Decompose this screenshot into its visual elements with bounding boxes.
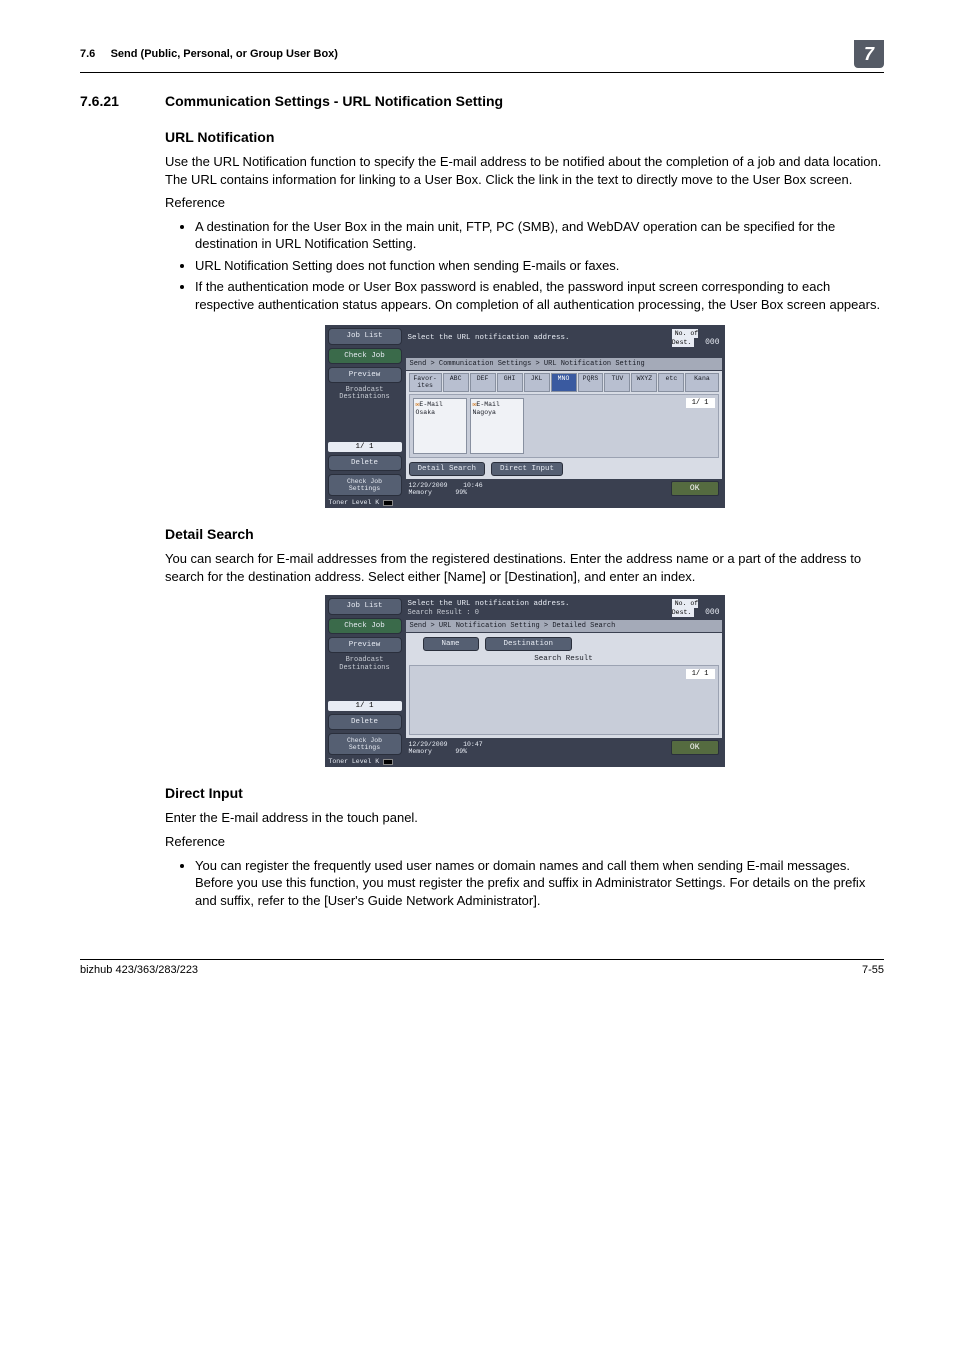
dev2-search-result-label: Search Result <box>409 653 719 663</box>
dev2-status-left: 12/29/2009 10:47 Memory 99% <box>409 741 483 755</box>
reference-list-1: A destination for the User Box in the ma… <box>165 218 884 314</box>
dev2-memory-label: Memory <box>409 748 432 755</box>
toner-level-icon <box>383 500 393 506</box>
dev1-sidebar: Job List Check Job Preview Broadcast Des… <box>326 326 404 498</box>
dev2-preview-button[interactable]: Preview <box>328 637 402 653</box>
dev1-card2-kind: E-Mail <box>476 401 499 408</box>
device-screenshot-2: Job List Check Job Preview Broadcast Des… <box>325 595 725 767</box>
dev1-tab-abc[interactable]: ABC <box>443 373 469 392</box>
dev1-card-nagoya[interactable]: ✉E-Mail Nagoya <box>470 398 524 454</box>
dev1-side-pager: 1/ 1 <box>328 442 402 452</box>
page-header: 7.6 Send (Public, Personal, or Group Use… <box>80 40 884 73</box>
dev2-toner-label: Toner Level K <box>329 758 380 765</box>
dev1-check-settings-button[interactable]: Check Job Settings <box>328 474 402 496</box>
chapter-badge: 7 <box>854 40 884 68</box>
dev1-date: 12/29/2009 <box>409 482 448 489</box>
dev1-toner-label: Toner Level K <box>329 499 380 506</box>
dev1-job-list-button[interactable]: Job List <box>328 328 402 344</box>
dev1-check-job-button[interactable]: Check Job <box>328 348 402 364</box>
detail-search-heading: Detail Search <box>165 526 884 542</box>
footer-right: 7-55 <box>862 964 884 976</box>
ref1-bullet-1: A destination for the User Box in the ma… <box>195 218 884 253</box>
dev1-delete-button[interactable]: Delete <box>328 455 402 471</box>
dev1-tab-jkl[interactable]: JKL <box>524 373 550 392</box>
section-title: Communication Settings - URL Notificatio… <box>165 93 503 109</box>
dev2-job-list-button[interactable]: Job List <box>328 598 402 614</box>
dev1-body-pager: 1/ 1 <box>686 398 715 408</box>
dev2-dest-count-label: No. of Dest. <box>672 599 698 617</box>
dev2-result-area: 1/ 1 <box>409 665 719 735</box>
dev2-breadcrumb: Send > URL Notification Setting > Detail… <box>406 620 722 632</box>
url-notification-para: Use the URL Notification function to spe… <box>165 153 884 188</box>
dev1-tab-mno[interactable]: MNO <box>551 373 577 392</box>
device-screenshot-1: Job List Check Job Preview Broadcast Des… <box>325 325 725 508</box>
section-number: 7.6.21 <box>80 93 165 109</box>
dev1-preview-button[interactable]: Preview <box>328 367 402 383</box>
reference-label-2: Reference <box>165 833 884 851</box>
dev2-memory-value: 99% <box>455 748 467 755</box>
dev1-detail-search-button[interactable]: Detail Search <box>409 462 486 476</box>
dev1-tab-pqrs[interactable]: PQRS <box>578 373 604 392</box>
ref2-bullet-1: You can register the frequently used use… <box>195 857 884 910</box>
direct-input-heading: Direct Input <box>165 785 884 801</box>
dev1-ok-button[interactable]: OK <box>671 481 719 496</box>
reference-label-1: Reference <box>165 194 884 212</box>
dev1-memory-value: 99% <box>455 489 467 496</box>
section-heading-row: 7.6.21 Communication Settings - URL Noti… <box>80 93 884 109</box>
dev1-tab-wxyz[interactable]: WXYZ <box>631 373 657 392</box>
dev2-check-job-button[interactable]: Check Job <box>328 618 402 634</box>
dev1-broadcast-label: Broadcast Destinations <box>328 386 402 403</box>
direct-input-para: Enter the E-mail address in the touch pa… <box>165 809 884 827</box>
dev2-name-button[interactable]: Name <box>423 637 479 651</box>
dev1-main: Select the URL notification address. No.… <box>404 326 724 498</box>
ref1-bullet-3: If the authentication mode or User Box p… <box>195 278 884 313</box>
dev1-tab-ghi[interactable]: GHI <box>497 373 523 392</box>
dev2-ok-button[interactable]: OK <box>671 740 719 755</box>
dev1-dest-count-label: No. of Dest. <box>672 329 698 347</box>
dev2-body-pager: 1/ 1 <box>686 669 715 679</box>
footer-left: bizhub 423/363/283/223 <box>80 964 198 976</box>
dev2-date: 12/29/2009 <box>409 741 448 748</box>
dev1-tab-favorites[interactable]: Favor- ites <box>409 373 442 392</box>
dev1-tabs: Favor- ites ABC DEF GHI JKL MNO PQRS TUV… <box>409 373 719 392</box>
header-left: 7.6 Send (Public, Personal, or Group Use… <box>80 48 338 60</box>
header-section-title: Send (Public, Personal, or Group User Bo… <box>111 48 338 60</box>
dev1-top-message: Select the URL notification address. <box>408 334 570 342</box>
dev1-direct-input-button[interactable]: Direct Input <box>491 462 563 476</box>
header-section-num: 7.6 <box>80 48 95 60</box>
dev1-memory-label: Memory <box>409 489 432 496</box>
dev1-card2-name: Nagoya <box>473 409 496 416</box>
dev2-dest-count-value: 000 <box>705 608 719 617</box>
dev2-delete-button[interactable]: Delete <box>328 714 402 730</box>
dev2-main: Select the URL notification address. Sea… <box>404 596 724 757</box>
dev1-breadcrumb: Send > Communication Settings > URL Noti… <box>406 358 722 370</box>
toner-level-icon <box>383 759 393 765</box>
dev2-top-block: Select the URL notification address. Sea… <box>408 599 570 617</box>
dev2-search-result-count: Search Result : 0 <box>408 609 479 617</box>
url-notification-heading: URL Notification <box>165 129 884 145</box>
dev1-tab-tuv[interactable]: TUV <box>604 373 630 392</box>
dev1-status-left: 12/29/2009 10:46 Memory 99% <box>409 482 483 496</box>
dev2-side-pager: 1/ 1 <box>328 701 402 711</box>
dev1-tab-etc[interactable]: etc <box>658 373 684 392</box>
dev2-broadcast-label: Broadcast Destinations <box>328 656 402 673</box>
detail-search-para: You can search for E-mail addresses from… <box>165 550 884 585</box>
dev2-check-settings-button[interactable]: Check Job Settings <box>328 733 402 755</box>
dev1-dest-count-value: 000 <box>705 338 719 347</box>
dev1-tab-def[interactable]: DEF <box>470 373 496 392</box>
dev1-time: 10:46 <box>463 482 483 489</box>
dev1-result-area: ✉E-Mail Osaka ✉E-Mail Nagoya 1/ 1 <box>409 394 719 458</box>
dev2-sidebar: Job List Check Job Preview Broadcast Des… <box>326 596 404 757</box>
dev1-card-osaka[interactable]: ✉E-Mail Osaka <box>413 398 467 454</box>
ref1-bullet-2: URL Notification Setting does not functi… <box>195 257 884 275</box>
page-footer: bizhub 423/363/283/223 7-55 <box>80 959 884 976</box>
reference-list-2: You can register the frequently used use… <box>165 857 884 910</box>
dev2-time: 10:47 <box>463 741 483 748</box>
dev1-card1-kind: E-Mail <box>419 401 442 408</box>
dev2-destination-button[interactable]: Destination <box>485 637 573 651</box>
dev1-card1-name: Osaka <box>416 409 436 416</box>
dev1-tab-kana[interactable]: Kana <box>685 373 718 392</box>
dev2-top-message: Select the URL notification address. <box>408 600 570 608</box>
